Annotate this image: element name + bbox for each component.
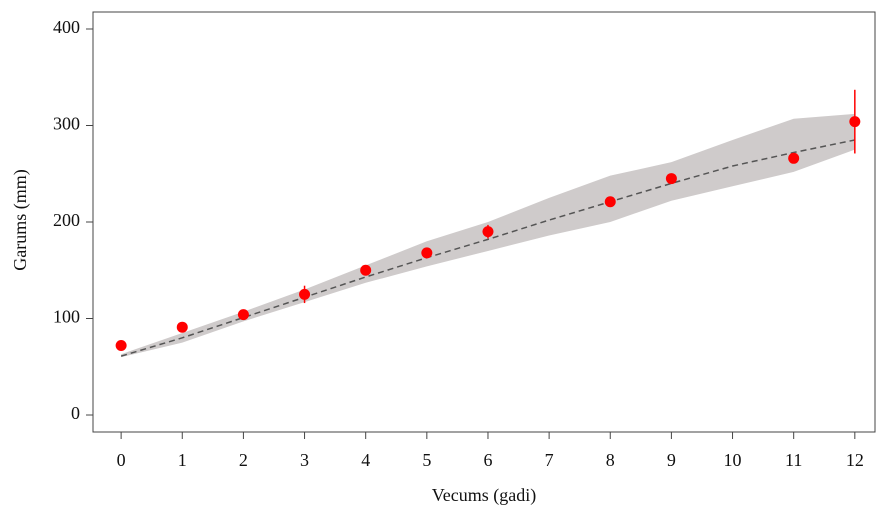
data-point: [237, 309, 249, 321]
y-tick-label: 200: [53, 210, 80, 230]
data-point: [176, 321, 188, 333]
data-point: [360, 264, 372, 276]
x-axis-label: Vecums (gadi): [432, 485, 536, 506]
x-tick-label: 5: [422, 450, 431, 470]
y-tick-label: 100: [53, 307, 80, 327]
y-tick-label: 400: [53, 17, 80, 37]
x-tick-label: 9: [667, 450, 676, 470]
fit-line: [120, 139, 855, 357]
data-point: [849, 116, 861, 128]
y-axis-label: Garums (mm): [10, 169, 31, 270]
x-tick-label: 1: [178, 450, 187, 470]
x-tick-label: 11: [785, 450, 802, 470]
data-point: [788, 152, 800, 164]
x-tick-label: 8: [606, 450, 615, 470]
x-tick-label: 10: [724, 450, 742, 470]
x-tick-label: 6: [483, 450, 492, 470]
data-point: [482, 226, 494, 238]
y-tick-label: 300: [53, 114, 80, 134]
data-point: [604, 196, 616, 208]
x-tick-label: 12: [846, 450, 864, 470]
data-point: [115, 340, 127, 352]
x-tick-label: 7: [545, 450, 554, 470]
x-tick-label: 4: [361, 450, 370, 470]
data-point: [421, 247, 433, 259]
plot-frame: [92, 11, 876, 433]
y-tick-label: 0: [71, 403, 80, 423]
data-point: [665, 173, 677, 185]
x-tick-label: 0: [117, 450, 126, 470]
x-tick-label: 3: [300, 450, 309, 470]
data-point: [299, 288, 311, 300]
x-tick-label: 2: [239, 450, 248, 470]
